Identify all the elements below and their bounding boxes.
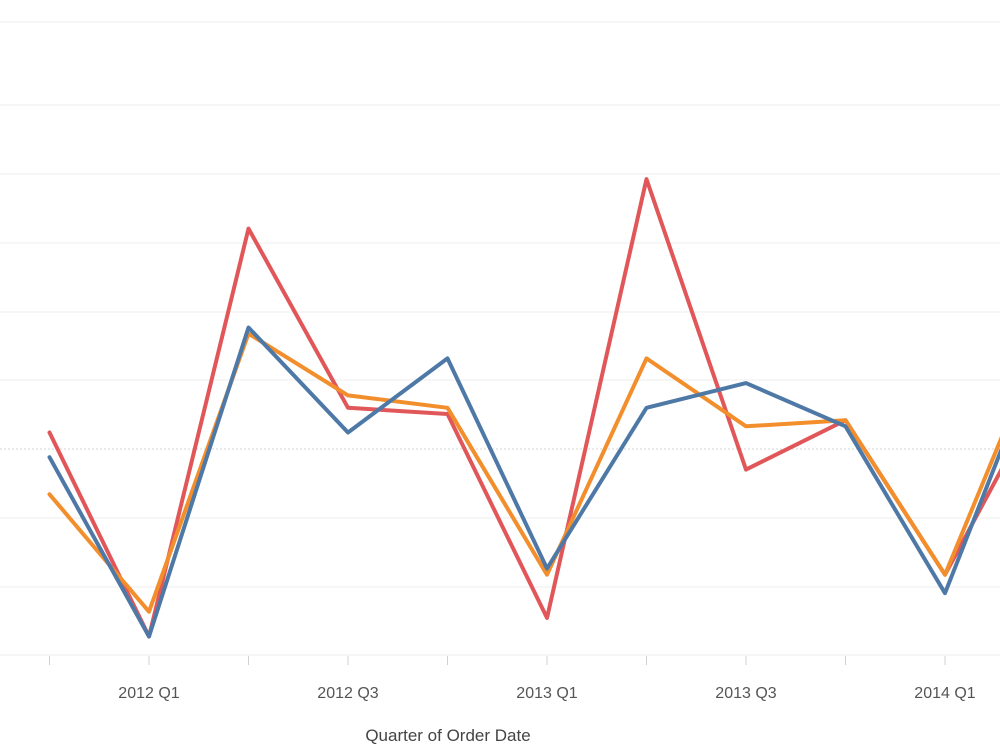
series-line-3 bbox=[47, 325, 1000, 639]
x-axis-tick-labels: 2012 Q1 2012 Q3 2013 Q1 2013 Q3 2014 Q1 bbox=[118, 685, 975, 702]
series-lines bbox=[47, 177, 1000, 639]
x-tick-label: 2012 Q1 bbox=[118, 685, 179, 702]
x-axis-title: Quarter of Order Date bbox=[365, 726, 530, 745]
gridlines bbox=[0, 21, 1000, 656]
x-tick-label: 2013 Q1 bbox=[516, 685, 577, 702]
x-axis-ticks bbox=[49, 656, 946, 665]
series-line-1 bbox=[47, 177, 1000, 639]
x-tick-label: 2013 Q3 bbox=[715, 685, 776, 702]
x-tick-label: 2012 Q3 bbox=[317, 685, 378, 702]
x-tick-label: 2014 Q1 bbox=[914, 685, 975, 702]
